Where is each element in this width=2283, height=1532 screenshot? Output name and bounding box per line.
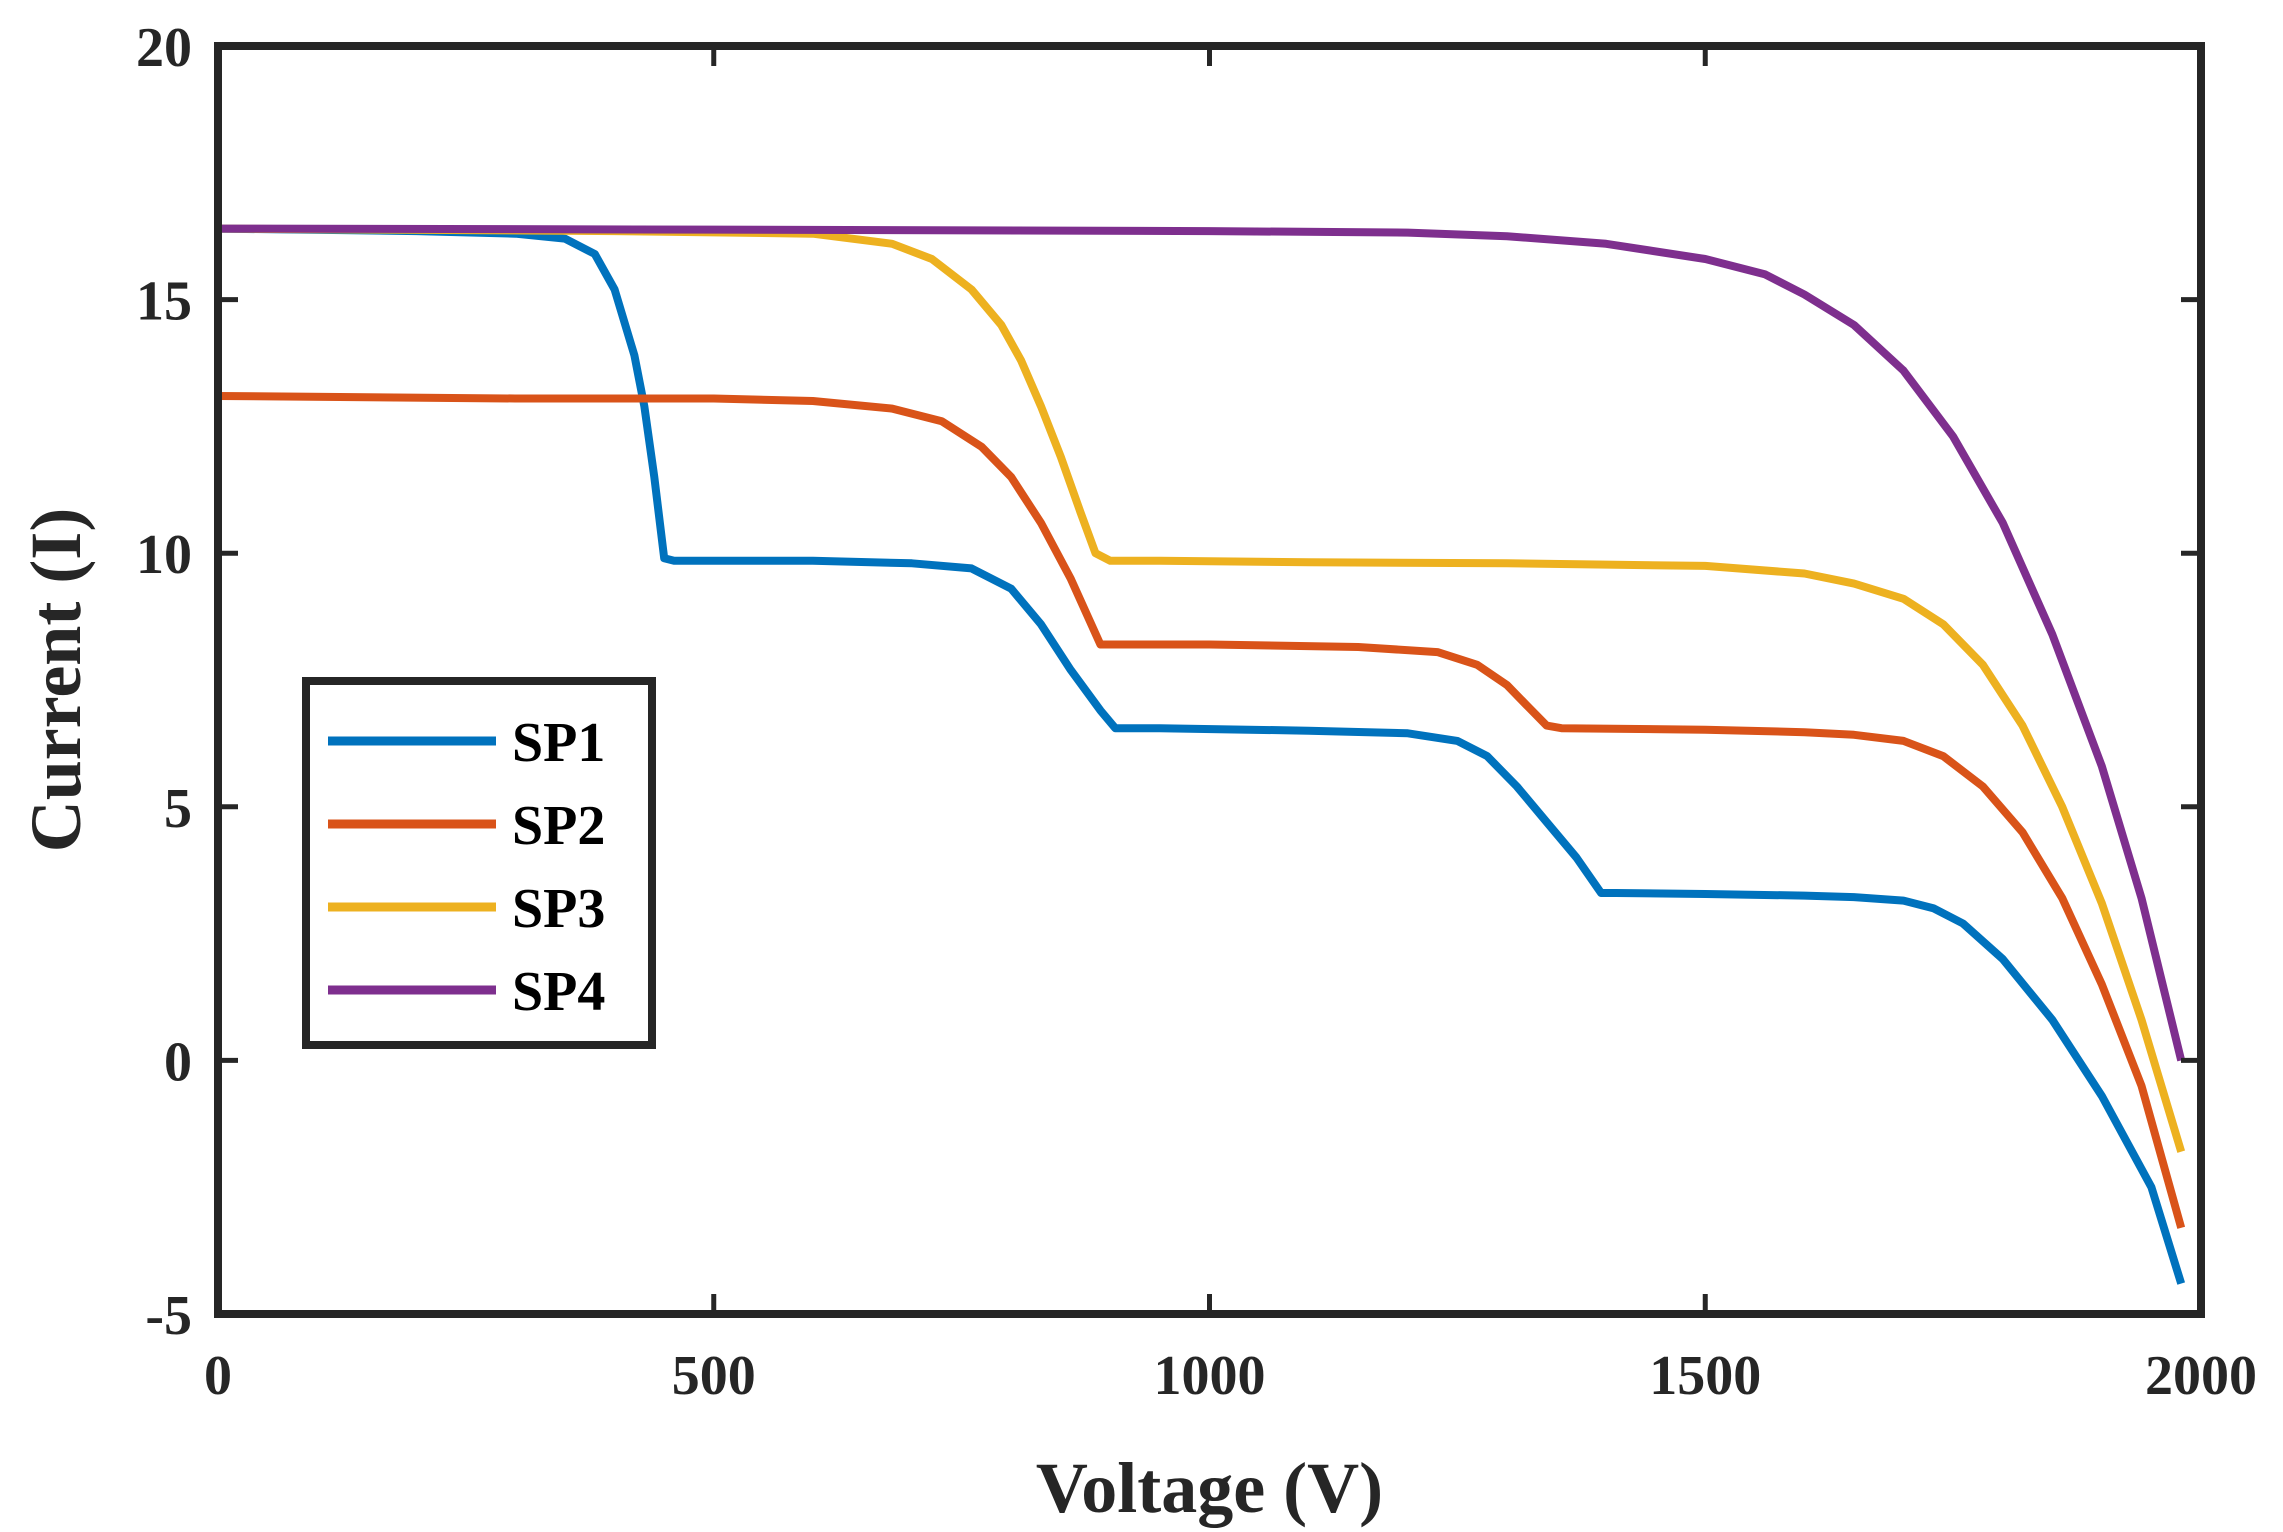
legend-label-sp2: SP2 bbox=[512, 795, 605, 857]
x-tick-label: 0 bbox=[204, 1345, 232, 1407]
y-axis-label: Current (I) bbox=[16, 508, 96, 853]
y-tick-label: 10 bbox=[136, 524, 192, 586]
legend-entries: SP1 SP2 SP3 SP4 bbox=[328, 712, 605, 1023]
series-layer bbox=[217, 224, 2186, 1285]
x-tick-label: 500 bbox=[672, 1345, 756, 1407]
y-tick-label: 0 bbox=[164, 1031, 192, 1093]
series-line-sp1 bbox=[217, 224, 2186, 1285]
legend-label-sp3: SP3 bbox=[512, 878, 605, 940]
y-tick-label: 20 bbox=[136, 17, 192, 79]
legend-label-sp1: SP1 bbox=[512, 712, 605, 774]
x-tick-label: 2000 bbox=[2145, 1345, 2257, 1407]
y-tick-label: 15 bbox=[136, 271, 192, 333]
y-tick-label: -5 bbox=[145, 1285, 192, 1347]
x-tick-label: 1000 bbox=[1154, 1345, 1266, 1407]
x-axis-label: Voltage (V) bbox=[1036, 1448, 1383, 1528]
series-line-sp2 bbox=[217, 392, 2186, 1229]
y-tick-label: 5 bbox=[164, 778, 192, 840]
legend-label-sp4: SP4 bbox=[512, 961, 605, 1023]
x-tick-label: 1500 bbox=[1649, 1345, 1761, 1407]
legend: SP1 SP2 SP3 SP4 bbox=[302, 677, 656, 1049]
series-line-sp3 bbox=[217, 224, 2186, 1153]
series-line-sp4 bbox=[217, 224, 2186, 1062]
